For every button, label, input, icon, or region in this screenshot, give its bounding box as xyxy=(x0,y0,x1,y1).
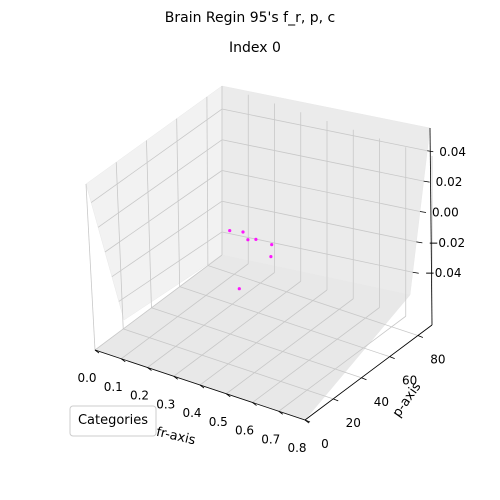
y-tick-label: 20 xyxy=(346,416,361,430)
z-grid-line-back xyxy=(221,200,417,243)
z-tick-label: 0.02 xyxy=(436,175,463,189)
z-grid-line-left xyxy=(104,170,223,253)
x-tick-label: 0.0 xyxy=(77,371,96,385)
z-tick-label: −0.02 xyxy=(428,236,465,250)
y-tick-mark xyxy=(304,419,311,423)
z-tick-label: −0.04 xyxy=(425,266,462,280)
y-grid-line xyxy=(123,328,334,400)
y-tick-mark xyxy=(389,356,395,360)
z-grid-line-back xyxy=(221,139,424,182)
legend: Categories xyxy=(69,405,157,437)
z-tick-label: 0.04 xyxy=(439,145,466,159)
z-grid-line-left xyxy=(97,139,223,228)
tick-labels: 0.0 0.1 0.2 0.3 0.4 0.5 0.6 0.7 0.8 0 20 40 60 80 0.04… xyxy=(77,145,466,455)
x-tick-label: 0.6 xyxy=(235,424,254,438)
x-tick-label: 0.2 xyxy=(130,389,149,403)
y-grid-line xyxy=(179,286,390,358)
data-point xyxy=(269,255,273,259)
z-tick-mark xyxy=(419,211,427,213)
data-point xyxy=(228,229,232,233)
z-tick-mark xyxy=(412,271,419,274)
x-axis-line xyxy=(94,349,306,421)
y-grid-line xyxy=(151,307,362,379)
legend-title: Categories xyxy=(78,413,148,428)
x-tick-label: 0.5 xyxy=(209,415,228,429)
x-grid-line xyxy=(278,315,406,412)
x-grid-line xyxy=(226,298,354,395)
x-tick-label: 0.3 xyxy=(156,397,175,411)
x-tick-label: 0.4 xyxy=(182,406,201,420)
x-grid-line xyxy=(121,263,249,360)
axis-lines xyxy=(94,127,434,424)
z-grid-line-back xyxy=(221,108,428,152)
x-tick-label: 0.7 xyxy=(261,432,280,446)
chart-title: Brain Regin 95's f_r, p, c xyxy=(165,10,335,26)
data-point xyxy=(241,230,245,234)
z-grid-line-left xyxy=(90,108,223,203)
data-point xyxy=(237,287,241,291)
x-tick-label: 0.8 xyxy=(287,441,306,455)
z-grid-line-back xyxy=(221,231,413,273)
x-grid-line xyxy=(147,272,275,368)
z-tick-label: 0.00 xyxy=(432,206,459,220)
z-tick-mark xyxy=(416,241,423,244)
y-axis-line xyxy=(304,324,433,421)
chart-subtitle: Index 0 xyxy=(229,40,281,56)
data-point xyxy=(246,238,250,242)
y-tick-label: 60 xyxy=(402,374,417,388)
z-axis-line xyxy=(429,127,433,326)
z-grid-line-left xyxy=(118,231,223,302)
z-grid-line-back xyxy=(221,170,421,212)
y-tick-label: 80 xyxy=(430,353,445,367)
x-tick-label: 0.1 xyxy=(104,380,123,394)
y-tick-mark xyxy=(361,377,367,381)
legend-box xyxy=(69,405,157,437)
y-grid-line-side xyxy=(176,118,181,287)
data-point xyxy=(270,243,274,247)
y-grid-line-side xyxy=(206,96,209,266)
data-point xyxy=(254,237,258,241)
y-grid-line xyxy=(207,265,419,336)
x-grid-line xyxy=(173,280,301,377)
z-grid-line-left xyxy=(111,200,223,278)
y-tick-label: 40 xyxy=(374,395,389,409)
y-tick-mark xyxy=(333,398,339,402)
x-axis-label: fr-axis xyxy=(155,425,197,449)
x-grid-line xyxy=(252,307,380,403)
z-tick-mark xyxy=(423,180,430,183)
y-axis-label: p-axis xyxy=(390,380,425,421)
y-tick-mark xyxy=(417,335,424,338)
y-tick-label: 0 xyxy=(321,437,329,451)
x-grid-line xyxy=(94,254,223,351)
data-points xyxy=(228,229,274,291)
y-grid-line-side xyxy=(85,183,96,351)
y-grid-line-side xyxy=(115,162,124,329)
x-grid-line xyxy=(199,289,328,386)
